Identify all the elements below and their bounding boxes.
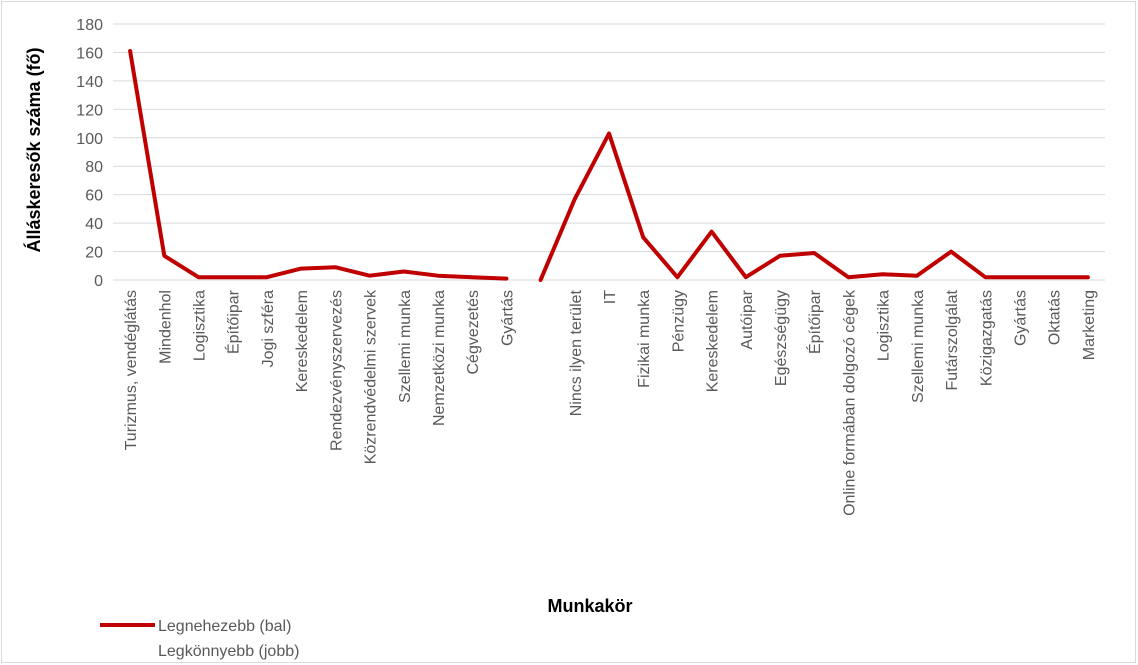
x-tick-label: Marketing [1081,290,1098,360]
y-tick-label: 60 [85,188,103,205]
x-tick-label: Oktatás [1047,290,1064,345]
x-tick-label: Szellemi munka [910,290,927,403]
y-axis-tick-labels: 0 20 40 60 80 100 120 140 160 180 [76,17,103,290]
x-tick-label: Nincs ilyen terület [568,289,585,416]
x-tick-label: Közigazgatás [978,290,995,386]
x-tick-label: IT [602,290,619,304]
x-tick-label: Turizmus, vendéglátás [123,290,140,450]
legend-label-legkonnyebb: Legkönnyebb (jobb) [158,643,299,660]
x-tick-label: Cégvezetés [465,290,482,375]
x-tick-label: Gyártás [499,290,516,346]
y-tick-label: 0 [94,273,103,290]
x-tick-label: Logisztika [876,290,893,361]
x-tick-label: Logisztika [192,290,209,361]
x-tick-label: Mindenhol [157,290,174,364]
x-axis-title: Munkakör [547,596,632,616]
x-tick-label: Építőipar [224,289,243,354]
x-tick-label: Rendezvényszervezés [328,290,345,451]
series-line-0 [130,51,506,279]
y-axis-title: Álláskeresők száma (fő) [23,47,44,252]
x-tick-label: Egészségügy [773,290,790,386]
x-tick-label: Építőipar [805,289,824,354]
x-axis-tick-labels: Turizmus, vendéglátás Mindenhol Logisztika… [123,289,1098,516]
series-line-1 [541,134,1088,281]
x-tick-label: Kereskedelem [294,290,311,392]
legend: Legnehezebb (bal) Legkönnyebb (jobb) [100,618,299,660]
y-tick-label: 20 [85,245,103,262]
x-tick-label: Pénzügy [670,290,687,352]
x-tick-label: Fizikai munka [636,290,653,388]
x-tick-label: Gyártás [1012,290,1029,346]
series-lines [130,51,1088,280]
y-tick-label: 100 [76,131,103,148]
y-tick-label: 120 [76,102,103,119]
x-tick-label: Autóipar [739,289,756,349]
gridlines [113,24,1105,280]
x-tick-label: Kereskedelem [705,290,722,392]
x-tick-label: Futárszolgálat [944,289,961,390]
y-tick-label: 160 [76,45,103,62]
x-tick-label: Online formában dolgozó cégek [841,289,858,516]
x-tick-label: Nemzetközi munka [431,290,448,426]
y-tick-label: 80 [85,159,103,176]
x-tick-label: Jogi szféra [260,290,277,367]
y-tick-label: 140 [76,74,103,91]
legend-label-legnehezebb: Legnehezebb (bal) [158,618,291,635]
x-tick-label: Közrendvédelmi szervek [363,289,380,464]
x-tick-label: Szellemi munka [397,290,414,403]
y-tick-label: 180 [76,17,103,34]
y-tick-label: 40 [85,216,103,233]
